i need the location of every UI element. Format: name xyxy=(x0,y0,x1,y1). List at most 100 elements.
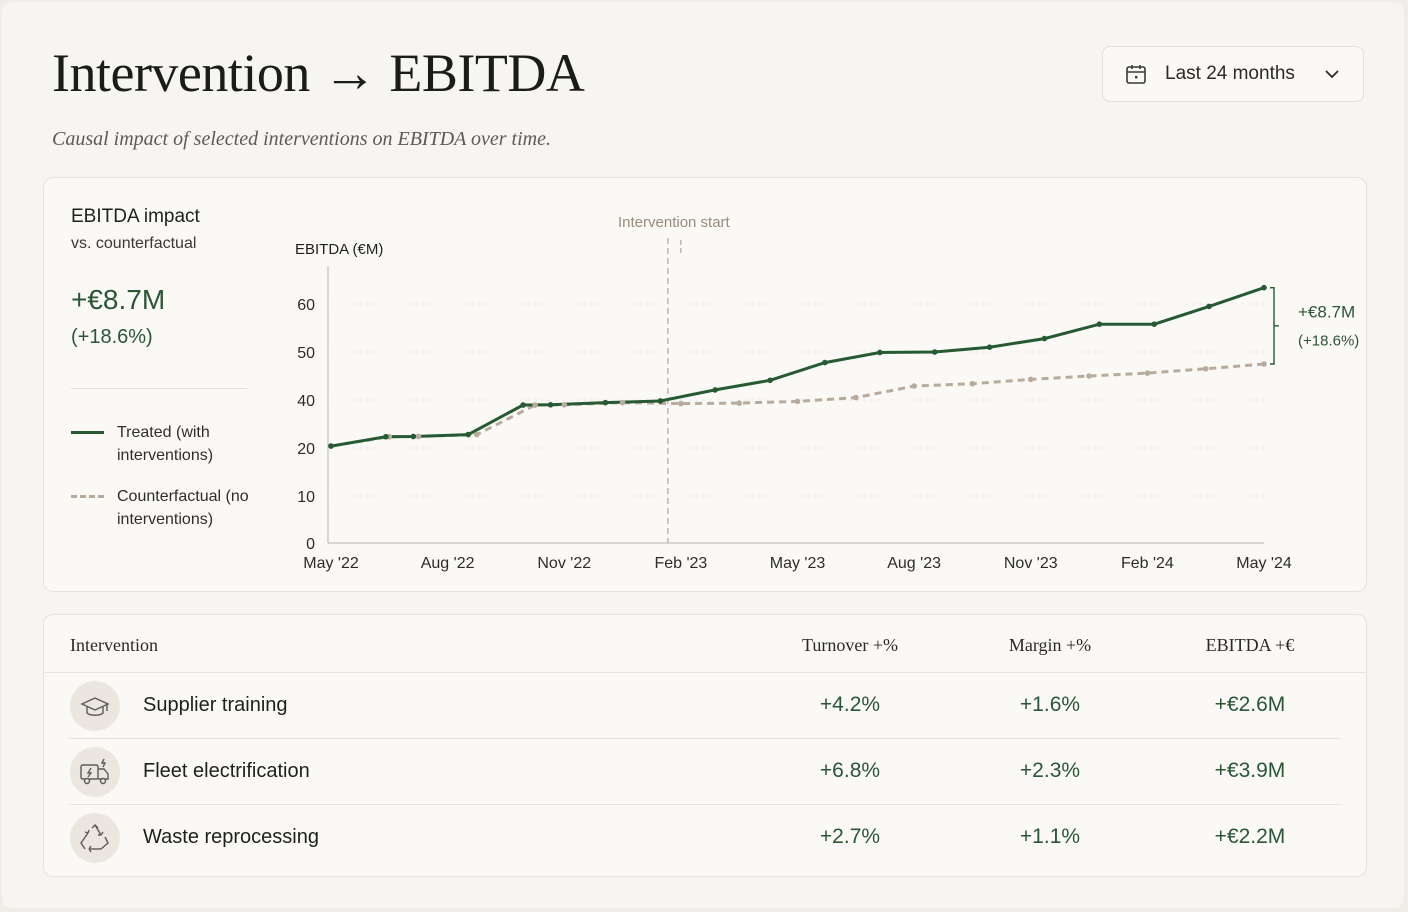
counterfactual-point xyxy=(969,380,976,387)
ebitda-line-chart: 0 10 20 40 50 60 EBITDA (€M) May '22 Aug '22 Nov … xyxy=(295,214,1359,572)
x-tick-label: May '23 xyxy=(770,555,826,572)
impact-percent: (+18.6%) xyxy=(71,326,153,348)
legend-swatch-treated xyxy=(71,431,104,434)
graduation-cap-icon xyxy=(70,681,120,731)
x-tick-label: May '22 xyxy=(303,555,359,572)
counterfactual-point xyxy=(1086,373,1092,379)
intervention-name: Supplier training xyxy=(143,694,288,716)
margin-value: +1.1% xyxy=(1019,825,1081,848)
x-tick-label: Aug '23 xyxy=(887,555,941,572)
counterfactual-point xyxy=(736,400,742,406)
ebitda-value: +€3.9M xyxy=(1214,759,1286,782)
treated-point xyxy=(1096,321,1103,327)
date-range-label: Last 24 months xyxy=(1165,63,1295,84)
x-tick-label: Nov '22 xyxy=(537,555,591,572)
impact-bracket-percent: (+18.6%) xyxy=(1298,333,1359,350)
table-row[interactable]: Supplier training +4.2% +1.6% +€2.6M xyxy=(44,673,1366,739)
counterfactual-point xyxy=(532,402,538,408)
legend-item-counterfactual: Counterfactual (no interventions) xyxy=(71,485,257,531)
legend-label-counterfactual: Counterfactual (no interventions) xyxy=(117,488,249,528)
treated-point xyxy=(822,359,828,366)
table-row[interactable]: Fleet electrification +6.8% +2.3% +€3.9M xyxy=(44,739,1366,805)
table-row[interactable]: Waste reprocessing +2.7% +1.1% +€2.2M xyxy=(44,805,1366,871)
impact-value: +€8.7M xyxy=(71,284,166,315)
treated-point xyxy=(465,431,472,438)
ebitda-value: +€2.2M xyxy=(1214,825,1286,848)
intervention-name: Waste reprocessing xyxy=(143,826,319,848)
chart-card: EBITDA impact vs. counterfactual +€8.7M … xyxy=(43,177,1367,592)
y-tick-label: 0 xyxy=(306,536,315,553)
intervention-start-label: Intervention start xyxy=(618,214,731,231)
margin-value: +2.3% xyxy=(1019,759,1081,782)
treated-point xyxy=(767,377,773,384)
turnover-value: +2.7% xyxy=(819,825,881,848)
treated-point xyxy=(931,349,938,355)
treated-point xyxy=(1206,303,1212,310)
counterfactual-point xyxy=(473,431,480,438)
page-subtitle: Causal impact of selected interventions … xyxy=(52,128,551,150)
treated-point xyxy=(328,443,334,449)
treated-point xyxy=(712,387,718,393)
treated-point xyxy=(1041,335,1048,342)
intervention-name: Fleet electrification xyxy=(143,760,310,782)
recycle-icon xyxy=(70,813,120,863)
counterfactual-point xyxy=(1261,361,1267,367)
turnover-value: +6.8% xyxy=(819,759,881,782)
treated-point xyxy=(410,433,417,440)
interventions-table: Intervention Turnover +% Margin +% EBITD… xyxy=(43,614,1367,877)
x-tick-label: Aug '22 xyxy=(421,555,475,572)
treated-series-line xyxy=(330,286,1265,448)
date-range-dropdown[interactable]: Last 24 months xyxy=(1102,46,1364,102)
counterfactual-point xyxy=(678,400,684,407)
col-header-intervention: Intervention xyxy=(70,635,158,655)
margin-value: +1.6% xyxy=(1019,693,1081,716)
divider xyxy=(69,738,1341,739)
y-tick-label: 20 xyxy=(297,441,315,458)
x-tick-label: May '24 xyxy=(1236,555,1292,572)
treated-point xyxy=(520,402,526,408)
impact-bracket xyxy=(1270,286,1279,365)
impact-title: EBITDA impact xyxy=(71,206,200,227)
x-tick-label: Feb '23 xyxy=(654,555,707,572)
electric-truck-icon xyxy=(70,747,120,797)
col-header-margin: Margin +% xyxy=(1008,635,1092,655)
counterfactual-point xyxy=(1202,366,1209,372)
treated-point xyxy=(1261,284,1267,291)
col-header-turnover: Turnover +% xyxy=(802,635,898,655)
treated-point xyxy=(986,344,993,350)
treated-point xyxy=(547,402,554,408)
divider xyxy=(69,804,1341,805)
y-axis-label: EBITDA (€M) xyxy=(295,241,383,258)
impact-bracket-value: +€8.7M xyxy=(1298,303,1355,322)
legend-swatch-counterfactual xyxy=(71,495,104,498)
y-tick-label: 50 xyxy=(297,345,315,362)
counterfactual-point xyxy=(911,383,917,389)
legend-label-treated: Treated (with interventions) xyxy=(117,424,214,464)
legend-item-treated: Treated (with interventions) xyxy=(71,421,257,467)
page-title: Intervention → EBITDA xyxy=(52,43,585,103)
treated-point xyxy=(877,349,883,356)
treated-point xyxy=(383,433,389,440)
counterfactual-point xyxy=(853,394,859,401)
y-tick-label: 10 xyxy=(297,489,315,506)
col-header-ebitda: EBITDA +€ xyxy=(1205,635,1295,655)
counterfactual-point xyxy=(1027,376,1034,383)
counterfactual-point xyxy=(561,402,568,408)
counterfactual-point xyxy=(1144,370,1151,376)
y-tick-label: 40 xyxy=(297,393,315,410)
counterfactual-point xyxy=(415,433,422,440)
calendar-icon xyxy=(1125,63,1147,85)
ebitda-value: +€2.6M xyxy=(1214,693,1286,716)
y-tick-label: 60 xyxy=(297,297,315,314)
divider xyxy=(44,672,1366,673)
treated-point xyxy=(602,399,609,406)
counterfactual-point xyxy=(619,399,626,406)
x-tick-label: Feb '24 xyxy=(1121,555,1174,572)
turnover-value: +4.2% xyxy=(819,693,881,716)
treated-point xyxy=(657,398,664,404)
x-tick-label: Nov '23 xyxy=(1004,555,1058,572)
treated-point xyxy=(1151,321,1158,327)
impact-subtitle: vs. counterfactual xyxy=(71,235,197,252)
divider xyxy=(71,388,247,389)
